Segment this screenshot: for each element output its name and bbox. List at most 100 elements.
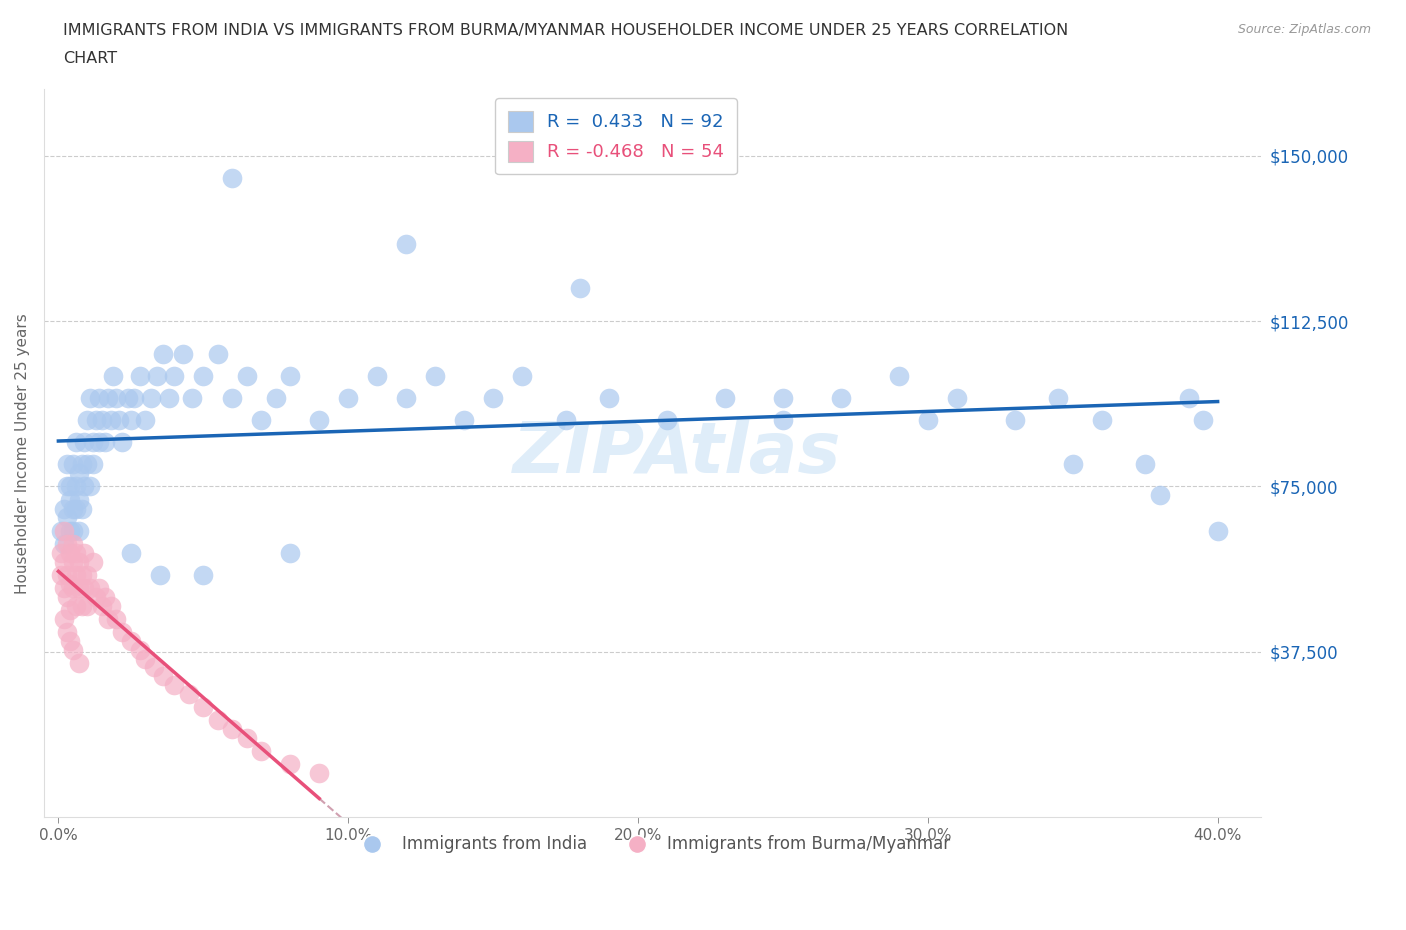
Point	[250, 413, 273, 428]
Point	[67, 524, 90, 538]
Point	[1091, 413, 1114, 428]
Point	[67, 580, 90, 595]
Point	[193, 369, 215, 384]
Point	[207, 713, 229, 728]
Point	[56, 625, 79, 640]
Text: CHART: CHART	[63, 51, 117, 66]
Point	[76, 598, 98, 613]
Legend: Immigrants from India, Immigrants from Burma/Myanmar: Immigrants from India, Immigrants from B…	[349, 829, 956, 860]
Point	[76, 567, 98, 582]
Point	[395, 391, 418, 405]
Point	[70, 598, 93, 613]
Point	[569, 281, 592, 296]
Point	[163, 678, 186, 693]
Text: IMMIGRANTS FROM INDIA VS IMMIGRANTS FROM BURMA/MYANMAR HOUSEHOLDER INCOME UNDER : IMMIGRANTS FROM INDIA VS IMMIGRANTS FROM…	[63, 23, 1069, 38]
Point	[67, 656, 90, 671]
Point	[65, 545, 87, 560]
Point	[193, 567, 215, 582]
Point	[90, 413, 112, 428]
Point	[53, 537, 76, 551]
Point	[62, 643, 84, 658]
Point	[87, 435, 110, 450]
Point	[79, 479, 101, 494]
Point	[177, 686, 200, 701]
Point	[51, 567, 73, 582]
Point	[337, 391, 360, 405]
Point	[1206, 524, 1229, 538]
Point	[67, 492, 90, 507]
Point	[111, 625, 134, 640]
Point	[111, 435, 134, 450]
Point	[56, 479, 79, 494]
Point	[143, 660, 166, 675]
Point	[76, 413, 98, 428]
Point	[772, 391, 794, 405]
Point	[278, 369, 301, 384]
Point	[62, 457, 84, 472]
Point	[772, 413, 794, 428]
Point	[139, 391, 162, 405]
Point	[120, 633, 142, 648]
Point	[65, 598, 87, 613]
Point	[59, 492, 82, 507]
Point	[1133, 457, 1156, 472]
Point	[120, 413, 142, 428]
Point	[180, 391, 202, 405]
Point	[1062, 457, 1084, 472]
Point	[82, 435, 104, 450]
Point	[59, 603, 82, 618]
Point	[59, 524, 82, 538]
Point	[51, 524, 73, 538]
Point	[887, 369, 910, 384]
Point	[655, 413, 678, 428]
Point	[120, 545, 142, 560]
Point	[84, 590, 107, 604]
Point	[598, 391, 620, 405]
Point	[714, 391, 737, 405]
Text: Source: ZipAtlas.com: Source: ZipAtlas.com	[1237, 23, 1371, 36]
Point	[56, 567, 79, 582]
Point	[108, 413, 131, 428]
Point	[65, 479, 87, 494]
Point	[117, 391, 139, 405]
Point	[423, 369, 446, 384]
Point	[149, 567, 172, 582]
Point	[453, 413, 475, 428]
Point	[278, 757, 301, 772]
Point	[1004, 413, 1026, 428]
Point	[59, 479, 82, 494]
Point	[105, 611, 128, 626]
Point	[59, 545, 82, 560]
Point	[73, 580, 96, 595]
Point	[70, 457, 93, 472]
Point	[366, 369, 388, 384]
Point	[152, 347, 174, 362]
Point	[76, 457, 98, 472]
Point	[53, 524, 76, 538]
Point	[1149, 488, 1171, 503]
Point	[56, 510, 79, 525]
Point	[128, 643, 150, 658]
Point	[65, 501, 87, 516]
Point	[56, 457, 79, 472]
Point	[79, 391, 101, 405]
Point	[236, 731, 259, 746]
Point	[82, 554, 104, 569]
Point	[53, 580, 76, 595]
Point	[103, 369, 125, 384]
Point	[221, 391, 243, 405]
Point	[163, 369, 186, 384]
Point	[221, 722, 243, 737]
Point	[172, 347, 194, 362]
Point	[90, 598, 112, 613]
Point	[308, 413, 330, 428]
Point	[250, 744, 273, 759]
Point	[67, 554, 90, 569]
Point	[100, 413, 122, 428]
Point	[94, 590, 117, 604]
Point	[62, 537, 84, 551]
Point	[193, 699, 215, 714]
Point	[53, 501, 76, 516]
Point	[152, 669, 174, 684]
Point	[236, 369, 259, 384]
